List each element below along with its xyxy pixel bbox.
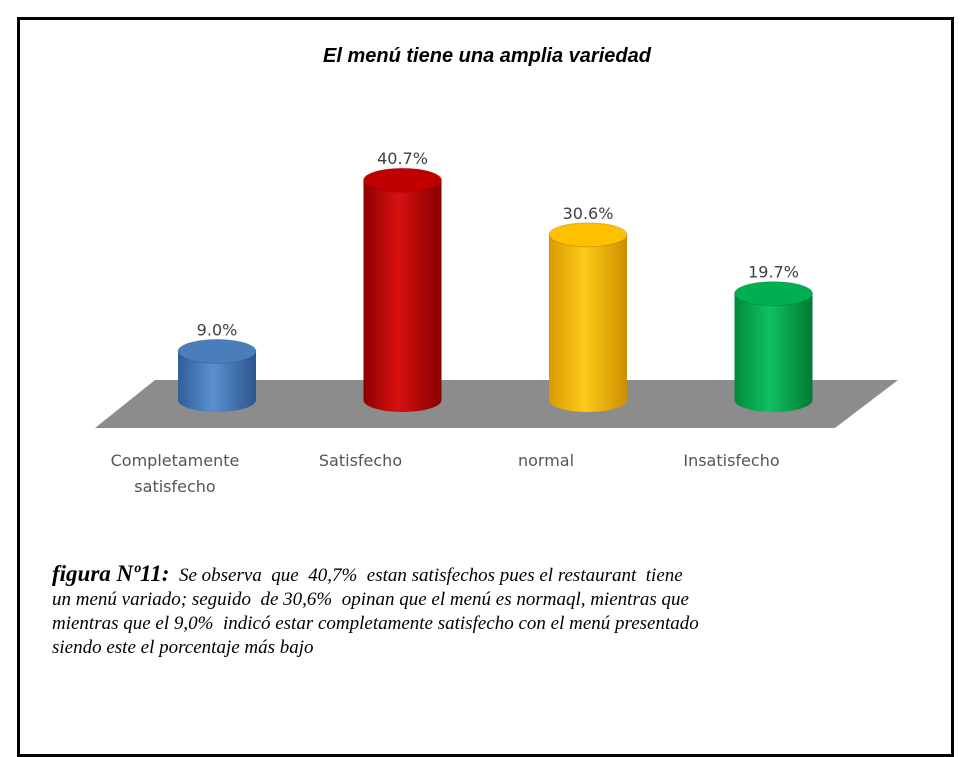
bar-body — [734, 293, 813, 413]
bar — [363, 167, 442, 413]
value-label: 30.6% — [563, 204, 614, 223]
chart-title: El menú tiene una amplia variedad — [323, 45, 652, 67]
caption-line: Se observa que 40,7% estan satisfechos p… — [178, 565, 683, 586]
x-tick-label: Completamente satisfecho — [110, 451, 240, 496]
bar-body — [363, 180, 442, 413]
x-tick-label: Insatisfecho — [683, 451, 780, 470]
caption-line: un menú variado; seguido de 30,6% opinan… — [52, 589, 689, 610]
caption-label: figura Nº11: — [52, 561, 170, 586]
floor — [95, 380, 898, 428]
caption-line: siendo este el porcentaje más bajo — [52, 637, 314, 658]
bar-body — [549, 234, 627, 412]
bar-top — [177, 338, 257, 364]
caption-line: mientras que el 9,0% indicó estar comple… — [52, 613, 699, 634]
bar-top — [734, 281, 813, 307]
x-tick-label: normal — [517, 451, 575, 470]
bar-top — [363, 167, 442, 193]
bar-body — [178, 351, 256, 412]
bar — [734, 281, 813, 413]
caption: figura Nº11: Se observa que 40,7% estan … — [52, 562, 960, 660]
x-tick-label: Satisfecho — [318, 451, 403, 470]
bar — [177, 338, 257, 412]
value-label: 9.0% — [197, 320, 238, 339]
bar — [548, 222, 628, 412]
value-label: 19.7% — [748, 263, 799, 282]
bar-top — [548, 222, 628, 248]
value-label: 40.7% — [377, 149, 428, 168]
